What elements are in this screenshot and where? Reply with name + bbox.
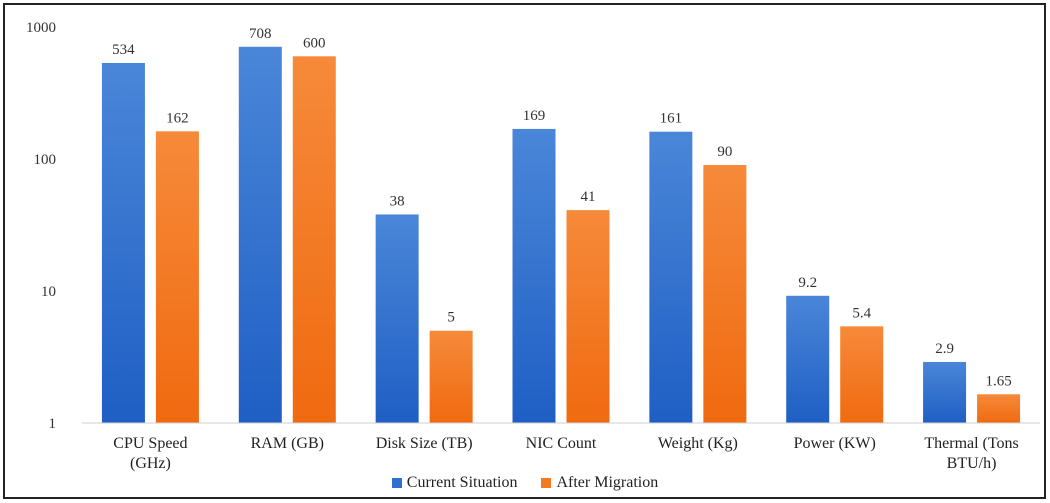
y-tick-label-1000: 1000: [26, 20, 56, 36]
bar-current-situation-cpu-speed-ghz: [101, 62, 145, 424]
bar-current-situation-ram-gb: [238, 46, 282, 424]
y-tick-label-10: 10: [41, 284, 56, 300]
data-label-current-situation-weight-kg: 161: [660, 111, 683, 127]
bar-after-migration-weight-kg: [703, 165, 747, 424]
data-label-after-migration-nic-count: 41: [581, 189, 596, 205]
data-label-after-migration-cpu-speed-ghz: 162: [166, 110, 189, 126]
bar-current-situation-power-kw: [786, 295, 830, 423]
legend-item-current: Current Situation: [391, 474, 518, 492]
bar-after-migration-power-kw: [840, 326, 884, 423]
x-tick-label-power-kw: Power (KW): [794, 435, 876, 452]
bar-after-migration-cpu-speed-ghz: [155, 131, 199, 423]
data-label-after-migration-thermal-tons-btu-h: 1.65: [985, 373, 1011, 389]
bar-current-situation-nic-count: [512, 128, 556, 424]
x-tick-label-disk-size-tb: Disk Size (TB): [376, 435, 473, 452]
legend-label-after: After Migration: [556, 474, 659, 492]
data-label-current-situation-cpu-speed-ghz: 534: [112, 42, 135, 58]
y-tick-label-100: 100: [34, 152, 57, 168]
bar-after-migration-disk-size-tb: [429, 330, 473, 423]
data-label-current-situation-power-kw: 9.2: [798, 275, 817, 291]
x-tick-label-ram-gb: RAM (GB): [251, 435, 324, 452]
y-axis-ticks: 1 10 100 1000: [26, 20, 56, 432]
bar-current-situation-disk-size-tb: [375, 214, 419, 423]
bar-current-situation-weight-kg: [649, 131, 693, 424]
legend: Current Situation After Migration: [0, 474, 1050, 492]
x-tick-label-weight-kg: Weight (Kg): [658, 435, 738, 452]
data-label-current-situation-disk-size-tb: 38: [390, 193, 405, 209]
bar-current-situation-thermal-tons-btu-h: [923, 361, 967, 423]
data-label-after-migration-disk-size-tb: 5: [447, 310, 455, 326]
data-label-current-situation-ram-gb: 708: [249, 26, 272, 42]
legend-label-current: Current Situation: [406, 474, 518, 492]
legend-swatch-current: [391, 477, 402, 488]
x-tick-label-cpu-speed-ghz: CPU Speed (GHz): [113, 435, 187, 472]
x-tick-label-nic-count: NIC Count: [526, 435, 597, 452]
data-label-current-situation-thermal-tons-btu-h: 2.9: [935, 341, 954, 357]
data-label-after-migration-weight-kg: 90: [717, 144, 732, 160]
x-tick-label-thermal-tons-btu-h: Thermal (Tons BTU/h): [924, 435, 1018, 472]
data-label-after-migration-power-kw: 5.4: [852, 305, 871, 321]
bar-after-migration-ram-gb: [292, 56, 336, 424]
bars: 534 162 708 600 38 5 169 41 161 90 9.2 5.4 2.9 1.65: [101, 26, 1021, 424]
data-label-after-migration-ram-gb: 600: [303, 35, 326, 51]
bar-after-migration-nic-count: [566, 210, 610, 423]
bar-after-migration-thermal-tons-btu-h: [977, 394, 1021, 423]
legend-item-after: After Migration: [541, 474, 658, 492]
y-tick-label-1: 1: [49, 416, 57, 432]
data-label-current-situation-nic-count: 169: [523, 108, 546, 124]
x-axis-labels: CPU Speed (GHz) RAM (GB) Disk Size (TB) NIC …: [113, 435, 1018, 472]
legend-swatch-after: [541, 477, 552, 488]
